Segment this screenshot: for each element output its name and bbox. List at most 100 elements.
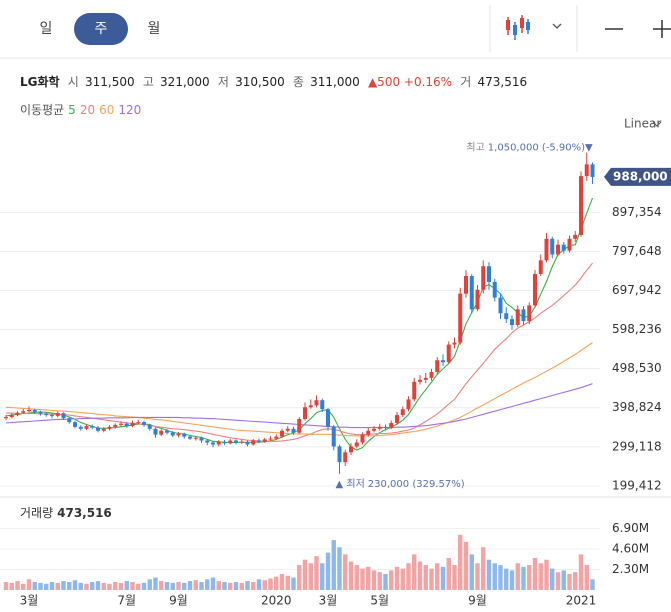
candle-body bbox=[285, 428, 290, 431]
candle-body bbox=[377, 426, 382, 429]
candle-body bbox=[170, 432, 175, 436]
volume-bar bbox=[412, 554, 417, 590]
volume-bar bbox=[101, 582, 106, 590]
volume-bar bbox=[245, 581, 250, 590]
volume-tick-label: 2.30M bbox=[612, 562, 649, 576]
candle-body bbox=[579, 176, 583, 235]
volume-bar bbox=[26, 579, 32, 590]
candle-body bbox=[458, 293, 463, 343]
legend-entry: 20 bbox=[80, 103, 95, 117]
candle-body bbox=[469, 276, 474, 310]
tab[interactable]: 일 bbox=[40, 21, 53, 37]
volume-bar bbox=[274, 576, 279, 590]
volume-bar bbox=[584, 565, 589, 590]
candle-body bbox=[55, 413, 60, 416]
candle-body bbox=[567, 238, 572, 251]
zoom-in[interactable] bbox=[653, 20, 671, 38]
y-tick-label: 797,648 bbox=[612, 244, 662, 258]
label: 거 bbox=[460, 75, 471, 89]
candle-body bbox=[84, 426, 89, 429]
candle-body bbox=[147, 424, 152, 429]
candle-body bbox=[561, 244, 566, 251]
volume-bar bbox=[124, 581, 129, 590]
candle-body bbox=[73, 422, 77, 427]
value: 473,516 bbox=[478, 75, 528, 89]
value: 311,000 bbox=[310, 75, 360, 89]
candle-body bbox=[326, 409, 330, 427]
volume-bar bbox=[463, 541, 469, 590]
x-tick-label: 3월 bbox=[20, 594, 39, 608]
volume-bar bbox=[302, 559, 308, 590]
volume-bar bbox=[446, 557, 451, 590]
candle-body bbox=[429, 371, 434, 378]
label: 시 bbox=[68, 75, 79, 89]
volume-bar bbox=[515, 563, 520, 590]
volume-bar bbox=[72, 580, 78, 590]
volume-bar bbox=[423, 565, 428, 590]
candle-body bbox=[487, 266, 491, 282]
y-tick-label: 299,118 bbox=[612, 439, 662, 453]
candle-body bbox=[320, 400, 325, 410]
candle-body bbox=[9, 415, 14, 418]
candle-body bbox=[32, 409, 37, 412]
volume-tick-label: 4.60M bbox=[612, 542, 649, 556]
chart-type-icon[interactable] bbox=[506, 15, 530, 40]
volume-bar bbox=[170, 582, 175, 590]
volume-bar bbox=[78, 582, 83, 590]
candle-body bbox=[61, 413, 66, 419]
volume-bar bbox=[550, 568, 555, 590]
volume-bar bbox=[84, 583, 89, 590]
ma-legend: 이동평균 5 20 60 120 bbox=[20, 103, 141, 117]
dropdown-chevron[interactable] bbox=[552, 23, 562, 29]
candle-body bbox=[27, 409, 31, 412]
candle-body bbox=[280, 430, 284, 437]
min-annotation: ▲ 최저 230,000 (329.57%) bbox=[336, 478, 465, 490]
volume-bar bbox=[573, 572, 578, 590]
volume-bar bbox=[538, 563, 543, 590]
volume-bar bbox=[354, 565, 359, 590]
volume-bar bbox=[492, 563, 497, 590]
volume-bar bbox=[216, 581, 221, 590]
tab[interactable]: 월 bbox=[148, 21, 161, 37]
candle-body bbox=[257, 440, 261, 442]
candle-body bbox=[130, 422, 135, 427]
volume-bar bbox=[118, 582, 124, 590]
volume-bar bbox=[222, 581, 227, 590]
volume-bar bbox=[3, 581, 9, 590]
candle-body bbox=[182, 433, 187, 437]
candle-body bbox=[538, 260, 543, 275]
volume-bar bbox=[176, 581, 181, 590]
candle-body bbox=[515, 309, 520, 325]
volume-bar bbox=[228, 582, 233, 590]
volume-bar bbox=[320, 563, 325, 590]
ma-line bbox=[5, 342, 593, 437]
volume-bar bbox=[32, 581, 37, 590]
candle-body bbox=[533, 274, 537, 306]
x-tick-label: 2021 bbox=[566, 594, 597, 608]
candle-body bbox=[366, 430, 371, 435]
volume-bar bbox=[475, 563, 480, 590]
volume-bar bbox=[153, 577, 158, 590]
candle-body bbox=[291, 428, 296, 433]
volume-bar bbox=[343, 554, 348, 590]
scale-label[interactable]: Linear bbox=[624, 117, 661, 131]
active-tab-bg[interactable] bbox=[74, 13, 128, 45]
volume-bar bbox=[406, 563, 411, 590]
volume-bar bbox=[297, 565, 302, 590]
volume-title: 거래량 473,516 bbox=[20, 506, 112, 520]
candle-body bbox=[584, 164, 589, 177]
price-tag-label: 988,000 bbox=[613, 169, 668, 183]
candle-body bbox=[176, 433, 181, 436]
scale-chevron[interactable] bbox=[652, 121, 662, 127]
tab[interactable]: 주 bbox=[95, 21, 108, 37]
y-tick-label: 598,236 bbox=[612, 322, 662, 336]
candle-body bbox=[44, 413, 49, 416]
volume-bar bbox=[498, 565, 503, 590]
candle-body bbox=[423, 377, 428, 380]
candle-body bbox=[395, 415, 399, 423]
volume-bar bbox=[429, 568, 434, 590]
volume-bar bbox=[389, 570, 394, 590]
volume-bar bbox=[440, 566, 446, 590]
volume-bar bbox=[371, 570, 377, 590]
volume-bar bbox=[337, 547, 342, 590]
